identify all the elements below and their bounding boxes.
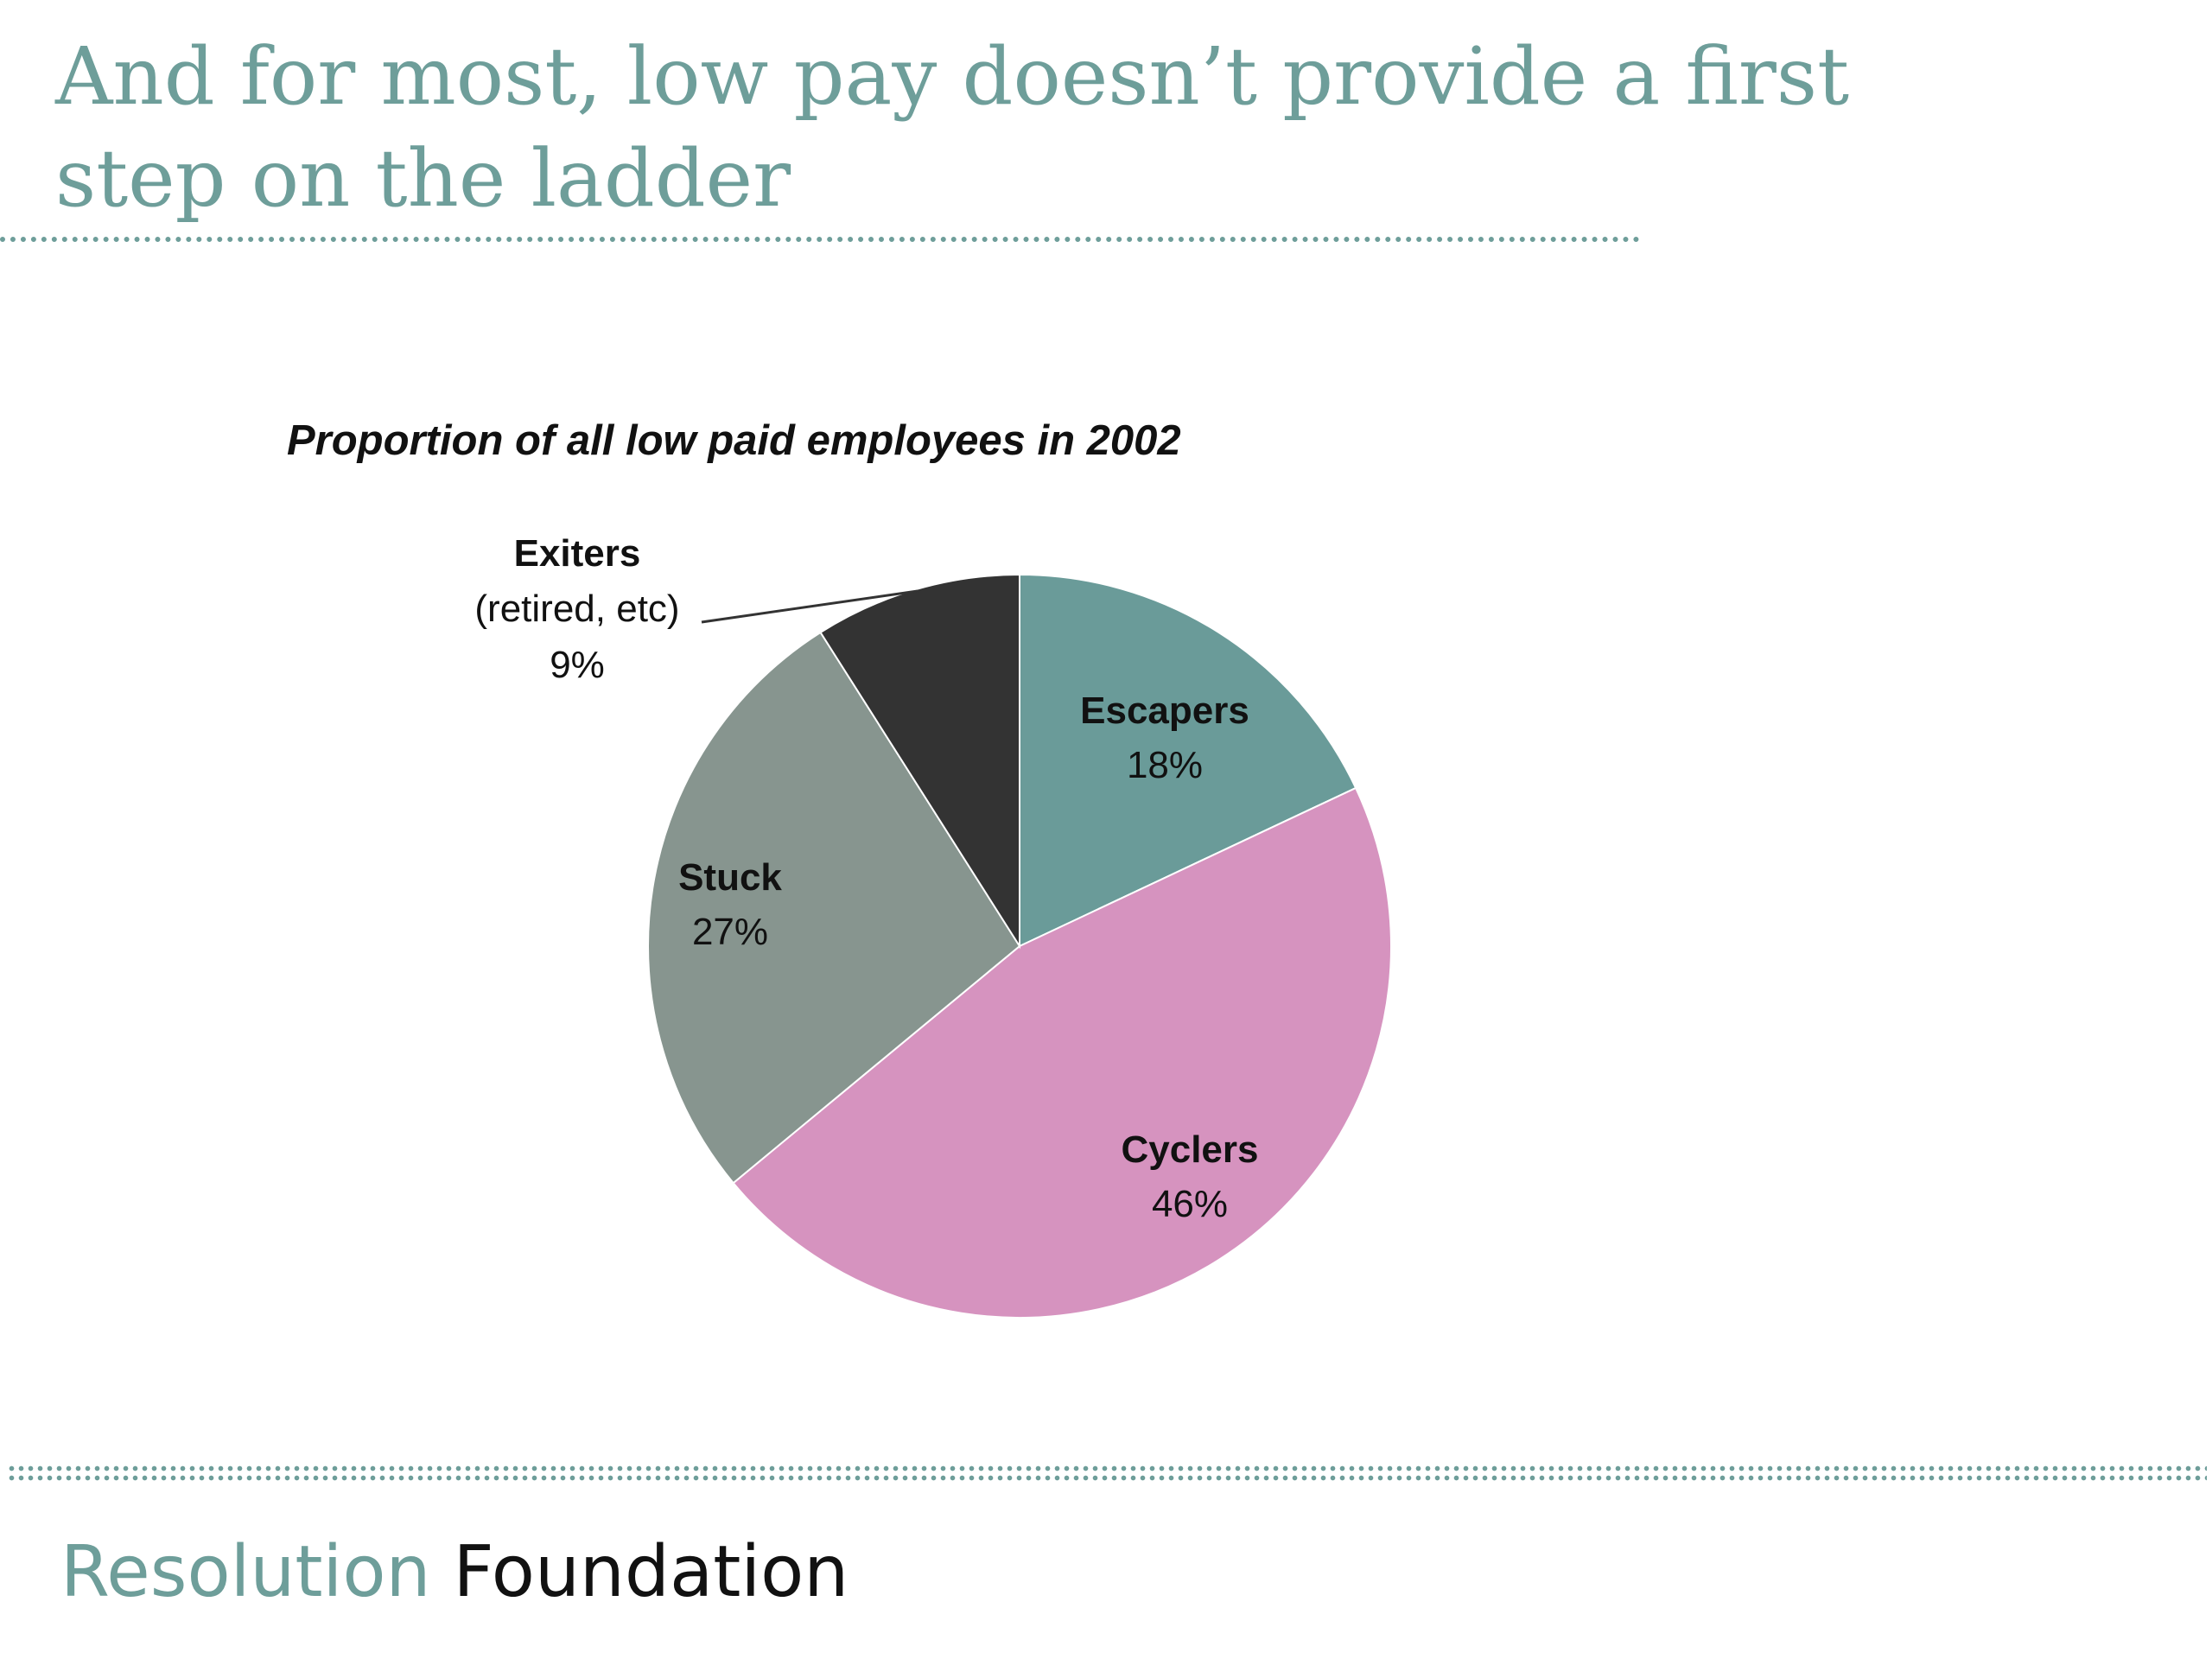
chart-title: Proportion of all low paid employees in … [287, 417, 1181, 464]
exiters-label: Exiters (retired, etc) 9% [474, 532, 679, 686]
footer-logo: Resolution Foundation [60, 1529, 849, 1616]
stuck-value-label: 27% [692, 911, 768, 953]
logo-word-resolution: Resolution [60, 1531, 431, 1613]
escapers-value-label: 18% [1127, 744, 1203, 786]
exiters-value-label: 9% [550, 644, 605, 686]
stuck-label: Stuck 27% [678, 856, 782, 953]
exiters-name-label: Exiters [514, 532, 641, 575]
pie-slice-cyclers [732, 786, 1393, 1319]
cyclers-value-label: 46% [1152, 1183, 1228, 1225]
title-divider [0, 237, 1640, 242]
cyclers-name-label: Cyclers [1121, 1128, 1258, 1171]
pie-slices [647, 573, 1393, 1319]
stuck-name-label: Stuck [678, 856, 782, 899]
exiters-note-label: (retired, etc) [474, 588, 679, 630]
exiters-leader-line [701, 589, 918, 624]
slide-title: And for most, low pay doesn’t provide a … [55, 30, 1850, 225]
pie-slice-escapers [1019, 573, 1357, 948]
pie-slice-stuck [647, 631, 1021, 1185]
cyclers-label: Cyclers 46% [1121, 1128, 1258, 1225]
escapers-name-label: Escapers [1080, 690, 1249, 732]
pie-chart: Escapers 18% Cyclers 46% Stuck 27% Exite… [474, 532, 1393, 1319]
logo-word-foundation: Foundation [453, 1531, 849, 1613]
footer-divider [7, 1464, 2207, 1483]
pie-slice-exiters [819, 573, 1020, 950]
escapers-label: Escapers 18% [1080, 690, 1249, 786]
